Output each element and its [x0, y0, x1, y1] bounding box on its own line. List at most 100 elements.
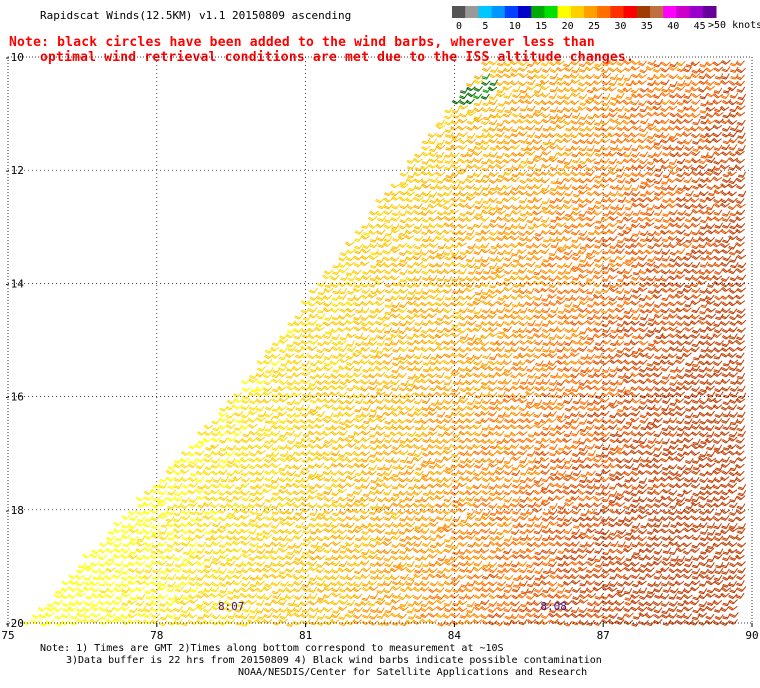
wind-barb	[458, 541, 468, 547]
wind-barb	[457, 223, 468, 229]
wind-barb	[532, 139, 543, 145]
wind-barb	[556, 567, 566, 573]
wind-barb	[677, 373, 687, 380]
wind-barb	[713, 66, 724, 72]
wind-barb	[459, 320, 468, 327]
wind-barb	[646, 345, 656, 352]
wind-barb	[442, 573, 453, 580]
wind-barb	[668, 529, 679, 535]
wind-barb	[600, 436, 610, 443]
wind-barb	[412, 384, 423, 390]
wind-barb	[270, 457, 281, 462]
wind-barb	[406, 397, 416, 403]
wind-barb	[570, 86, 580, 93]
wind-barb	[638, 100, 648, 107]
wind-barb	[180, 477, 191, 482]
wind-barb	[496, 138, 506, 145]
wind-barb	[728, 144, 738, 151]
wind-barb	[728, 372, 738, 378]
wind-barb	[677, 80, 686, 87]
wind-barb	[713, 87, 723, 94]
wind-barb	[540, 73, 550, 80]
wind-barb	[571, 67, 581, 74]
wind-barb	[637, 261, 648, 268]
wind-barb	[105, 567, 116, 573]
wind-barb	[683, 164, 693, 170]
wind-barb	[488, 392, 498, 398]
wind-barb	[308, 287, 318, 294]
wind-barb	[727, 488, 738, 494]
wind-barb	[494, 405, 505, 411]
wind-barb	[420, 308, 430, 314]
wind-barb	[667, 353, 678, 359]
wind-barb	[653, 417, 663, 423]
wind-barb	[727, 482, 738, 489]
wind-barb	[526, 372, 537, 379]
wind-barb	[435, 171, 446, 177]
wind-barb	[622, 100, 633, 105]
wind-barb	[601, 112, 611, 119]
wind-barb	[646, 111, 657, 117]
wind-barb	[397, 509, 408, 515]
wind-barb	[412, 228, 423, 235]
wind-barb	[690, 133, 701, 139]
wind-barb	[248, 463, 258, 470]
wind-barb	[255, 456, 265, 463]
wind-barb	[121, 523, 131, 529]
wind-barb	[555, 229, 566, 236]
wind-barb	[661, 86, 671, 93]
wind-barb	[473, 117, 484, 123]
wind-barb	[510, 139, 521, 145]
wind-barb	[689, 106, 700, 112]
wind-barb	[517, 262, 528, 268]
wind-barb	[293, 431, 303, 438]
wind-barb	[593, 132, 604, 138]
wind-barb	[488, 105, 498, 113]
wind-barb	[578, 372, 589, 377]
wind-barb	[615, 555, 625, 562]
wind-barb	[548, 79, 558, 86]
wind-barb	[646, 502, 656, 509]
wind-barb	[488, 94, 498, 100]
wind-barb	[705, 67, 715, 73]
wind-barb	[698, 404, 709, 410]
wind-barb	[586, 236, 596, 242]
wind-barb	[638, 352, 649, 358]
wind-barb	[564, 211, 574, 218]
wind-barb	[570, 391, 580, 397]
wind-barb	[302, 528, 312, 535]
wind-barb	[105, 581, 116, 587]
wind-barb	[488, 503, 498, 509]
wind-barb	[608, 158, 618, 165]
wind-barb	[90, 561, 100, 567]
wind-barb	[667, 235, 678, 241]
wind-barb	[617, 80, 627, 87]
wind-barb	[503, 463, 514, 469]
wind-barb	[361, 456, 370, 463]
wind-barb	[630, 105, 640, 112]
wind-barb	[75, 574, 85, 580]
wind-barb	[413, 235, 424, 242]
wind-barb	[173, 555, 183, 562]
wind-barb	[728, 411, 738, 418]
wind-barb	[398, 315, 409, 321]
wind-barb	[637, 249, 648, 255]
wind-barb	[262, 488, 272, 494]
wind-barb	[442, 456, 453, 462]
wind-barb	[375, 528, 386, 534]
wind-barb	[727, 516, 738, 523]
wind-barb	[534, 307, 544, 314]
wind-barb	[495, 346, 505, 352]
wind-barb	[158, 514, 168, 520]
wind-barb	[420, 378, 430, 384]
wind-barb	[511, 184, 521, 191]
wind-barb	[570, 423, 580, 430]
wind-barb	[593, 73, 603, 80]
wind-barb	[262, 534, 272, 540]
wind-barb	[735, 177, 746, 183]
wind-barb	[249, 574, 259, 581]
wind-barb	[376, 334, 387, 340]
wind-barb	[562, 360, 573, 366]
wind-barb	[548, 482, 559, 488]
wind-barb	[638, 503, 648, 510]
